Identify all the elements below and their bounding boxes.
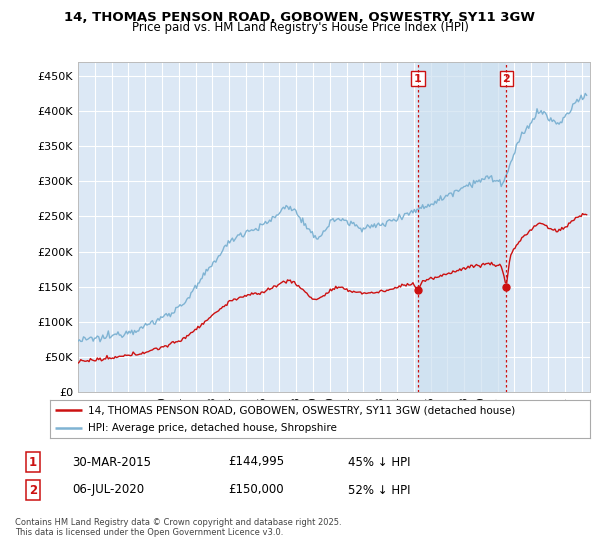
- Bar: [418, 62, 506, 392]
- Text: 2: 2: [502, 73, 510, 83]
- Text: 14, THOMAS PENSON ROAD, GOBOWEN, OSWESTRY, SY11 3GW (detached house): 14, THOMAS PENSON ROAD, GOBOWEN, OSWESTR…: [88, 405, 515, 416]
- Text: 1: 1: [29, 455, 37, 469]
- Text: 2: 2: [29, 483, 37, 497]
- Text: Price paid vs. HM Land Registry's House Price Index (HPI): Price paid vs. HM Land Registry's House …: [131, 21, 469, 34]
- Text: £150,000: £150,000: [228, 483, 284, 497]
- Text: 45% ↓ HPI: 45% ↓ HPI: [348, 455, 410, 469]
- Text: Contains HM Land Registry data © Crown copyright and database right 2025.
This d: Contains HM Land Registry data © Crown c…: [15, 518, 341, 538]
- Text: 14, THOMAS PENSON ROAD, GOBOWEN, OSWESTRY, SY11 3GW: 14, THOMAS PENSON ROAD, GOBOWEN, OSWESTR…: [65, 11, 536, 24]
- Text: HPI: Average price, detached house, Shropshire: HPI: Average price, detached house, Shro…: [88, 423, 337, 433]
- Text: 30-MAR-2015: 30-MAR-2015: [72, 455, 151, 469]
- Text: £144,995: £144,995: [228, 455, 284, 469]
- Text: 06-JUL-2020: 06-JUL-2020: [72, 483, 144, 497]
- Text: 52% ↓ HPI: 52% ↓ HPI: [348, 483, 410, 497]
- Text: 1: 1: [414, 73, 422, 83]
